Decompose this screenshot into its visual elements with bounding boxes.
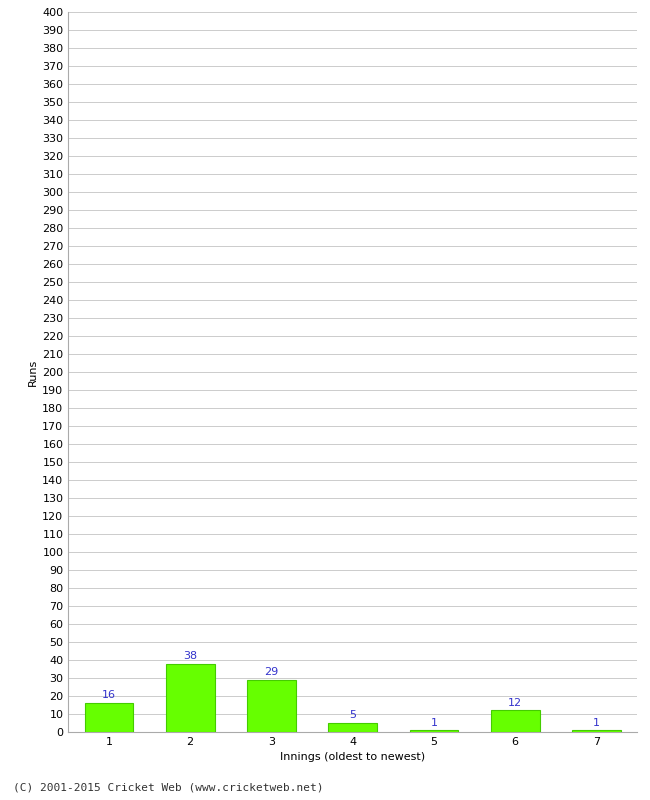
Bar	[410, 730, 458, 732]
Text: 1: 1	[593, 718, 600, 727]
Text: 29: 29	[265, 667, 278, 677]
Bar	[328, 723, 377, 732]
Text: (C) 2001-2015 Cricket Web (www.cricketweb.net): (C) 2001-2015 Cricket Web (www.cricketwe…	[13, 782, 324, 792]
Bar	[572, 730, 621, 732]
Bar	[166, 664, 214, 732]
Text: 5: 5	[349, 710, 356, 720]
Text: 16: 16	[102, 690, 116, 701]
Text: 1: 1	[430, 718, 437, 727]
Text: 12: 12	[508, 698, 522, 708]
Bar	[84, 703, 133, 732]
X-axis label: Innings (oldest to newest): Innings (oldest to newest)	[280, 753, 425, 762]
Y-axis label: Runs: Runs	[28, 358, 38, 386]
Text: 38: 38	[183, 651, 197, 661]
Bar	[247, 680, 296, 732]
Bar	[491, 710, 540, 732]
